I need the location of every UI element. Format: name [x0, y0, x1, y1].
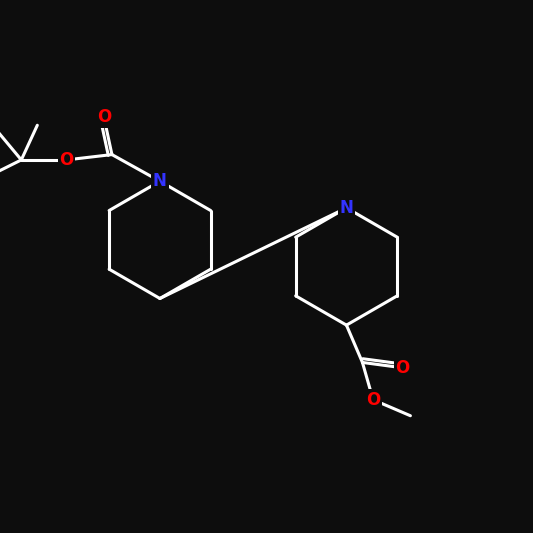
Text: N: N: [340, 199, 353, 217]
Text: O: O: [366, 391, 380, 409]
Text: N: N: [153, 172, 167, 190]
Text: O: O: [97, 108, 111, 126]
Text: O: O: [60, 151, 74, 169]
Text: O: O: [395, 359, 409, 377]
